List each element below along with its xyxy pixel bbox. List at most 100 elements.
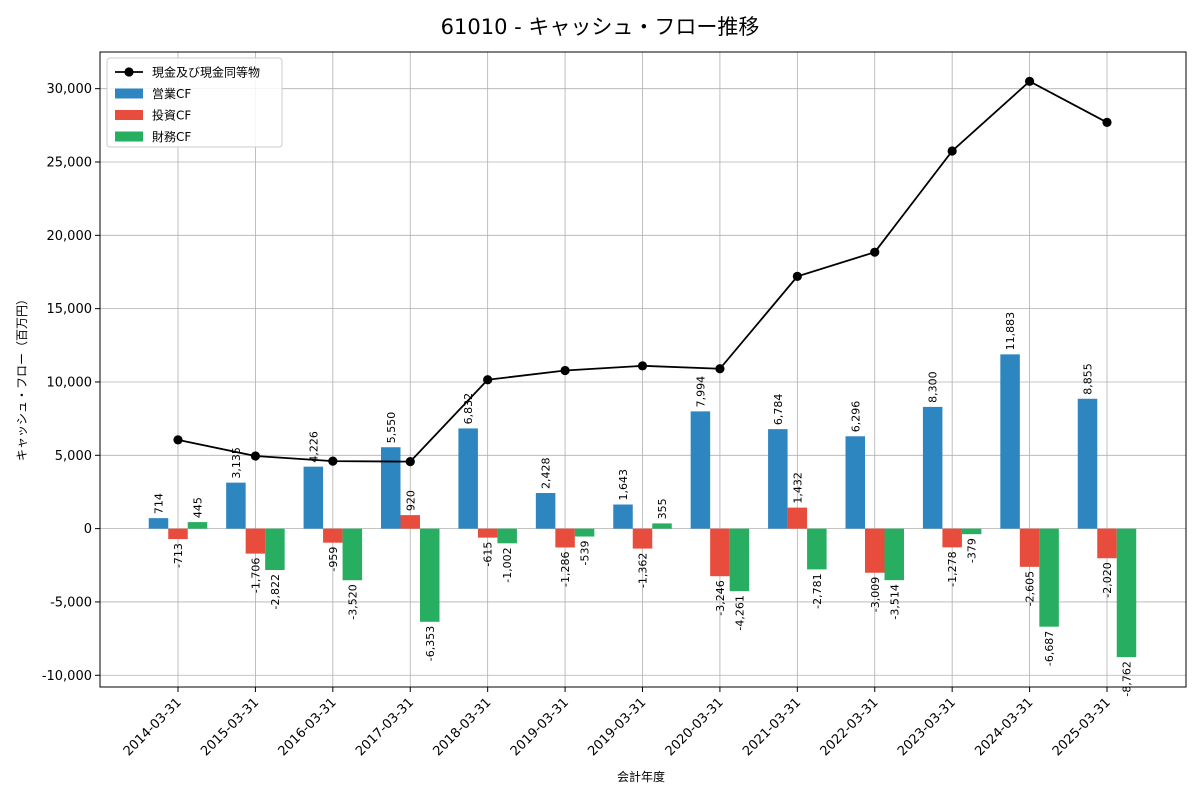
bar-value-label: 6,784: [772, 394, 785, 426]
cash-point: [250, 451, 261, 461]
y-tick-label: 20,000: [47, 229, 93, 244]
bar-value-label: 7,994: [694, 376, 707, 408]
bar-value-label: 1,432: [791, 472, 804, 504]
line-layer: [173, 76, 1112, 467]
bar: [787, 507, 808, 529]
bar: [807, 528, 827, 570]
legend-label: 投資CF: [152, 108, 191, 123]
y-tick-label: 30,000: [47, 82, 93, 97]
bar: [226, 482, 246, 529]
bar: [168, 528, 188, 540]
bar: [865, 528, 885, 573]
bar-value-label: -3,520: [346, 584, 359, 619]
y-tick-label: 5,000: [55, 449, 92, 464]
bar-value-label: -6,687: [1043, 631, 1056, 666]
bar: [1039, 528, 1059, 627]
bar: [187, 522, 208, 529]
bar: [1077, 398, 1098, 529]
bar-value-label: -3,009: [869, 577, 882, 612]
bar-value-label: -615: [482, 542, 495, 567]
legend-box: [106, 57, 283, 148]
bar: [1097, 528, 1117, 559]
bar-value-label: -1,362: [637, 553, 650, 588]
y-tick-label: 25,000: [47, 155, 93, 170]
bar-value-label: -2,822: [269, 574, 282, 609]
legend-label: 現金及び現金同等物: [152, 65, 260, 80]
bar: [458, 428, 478, 529]
bar-value-label: 714: [153, 493, 166, 514]
bar-label-layer: 714 3,135 4,226 5,550 6,832 2,428 1,643 7,994 6,…: [153, 312, 1134, 697]
bar-value-label: -1,002: [501, 547, 514, 582]
cash-point: [328, 456, 338, 466]
cash-point: [870, 247, 880, 257]
cash-point: [405, 456, 415, 467]
bar: [497, 528, 517, 544]
bar-value-label: -2,781: [811, 573, 824, 608]
bar-value-label: 8,855: [1082, 363, 1095, 395]
bar: [884, 528, 904, 581]
legend-label: 財務CF: [152, 129, 191, 144]
cash-point: [173, 435, 183, 445]
bar: [632, 528, 653, 549]
plot-frame: [99, 51, 1187, 688]
bar: [1000, 354, 1020, 529]
bar-value-label: -713: [172, 543, 185, 568]
bar: [148, 518, 169, 529]
y-axis-label: キャッシュ・フロー（百万円）: [15, 293, 29, 461]
bar-value-label: -959: [327, 547, 340, 572]
bar: [652, 523, 672, 529]
bar-value-label: -539: [579, 541, 592, 566]
bar-value-label: -6,353: [424, 626, 437, 661]
bar: [400, 515, 420, 529]
bar: [922, 406, 943, 529]
legend-label: 営業CF: [152, 87, 191, 101]
bar-value-label: 8,300: [927, 371, 940, 403]
cash-point: [637, 361, 648, 371]
cash-point: [1024, 76, 1035, 86]
bar: [768, 429, 788, 529]
y-tick-label: 0: [84, 522, 92, 537]
bar-value-label: -1,278: [946, 551, 959, 586]
bar-value-label: 3,135: [230, 447, 243, 479]
bar-value-label: -3,514: [888, 584, 901, 619]
bar: [1019, 528, 1040, 567]
bar: [381, 447, 401, 529]
bar-value-label: -3,246: [714, 580, 727, 615]
bar: [1116, 528, 1137, 658]
bar: [710, 528, 730, 577]
bar-value-label: 6,832: [462, 393, 475, 425]
y-tick-label: -10,000: [42, 669, 92, 684]
bar: [420, 528, 440, 622]
cash-point: [560, 365, 570, 376]
bar-value-label: 355: [656, 498, 669, 519]
legend-marker: [124, 67, 134, 77]
bar: [535, 493, 556, 529]
bar-value-label: 2,428: [540, 458, 553, 490]
bar-value-label: 5,550: [385, 412, 398, 444]
x-axis-label: 会計年度: [617, 769, 665, 784]
legend-swatch: [115, 131, 143, 142]
bar-value-label: 6,296: [849, 401, 862, 433]
bar-value-label: 445: [192, 497, 205, 518]
cash-point: [1102, 117, 1112, 127]
bar: [477, 528, 498, 538]
cash-point: [947, 146, 957, 156]
bar-value-label: -1,286: [559, 551, 572, 586]
cash-point: [483, 375, 493, 385]
y-tick-label: 15,000: [47, 302, 93, 317]
legend-swatch: [115, 110, 143, 120]
bar: [690, 411, 711, 529]
bar: [942, 528, 962, 548]
legend-swatch: [115, 88, 143, 99]
bar-value-label: -2,605: [1024, 571, 1037, 606]
cash-point: [792, 271, 802, 281]
chart-title: 61010 - キャッシュ・フロー推移: [441, 15, 760, 39]
bar: [265, 528, 285, 571]
bar: [613, 504, 633, 529]
bar: [845, 436, 865, 529]
cash-point: [715, 364, 725, 374]
bar: [961, 528, 982, 535]
bar-value-label: -1,706: [249, 558, 262, 593]
